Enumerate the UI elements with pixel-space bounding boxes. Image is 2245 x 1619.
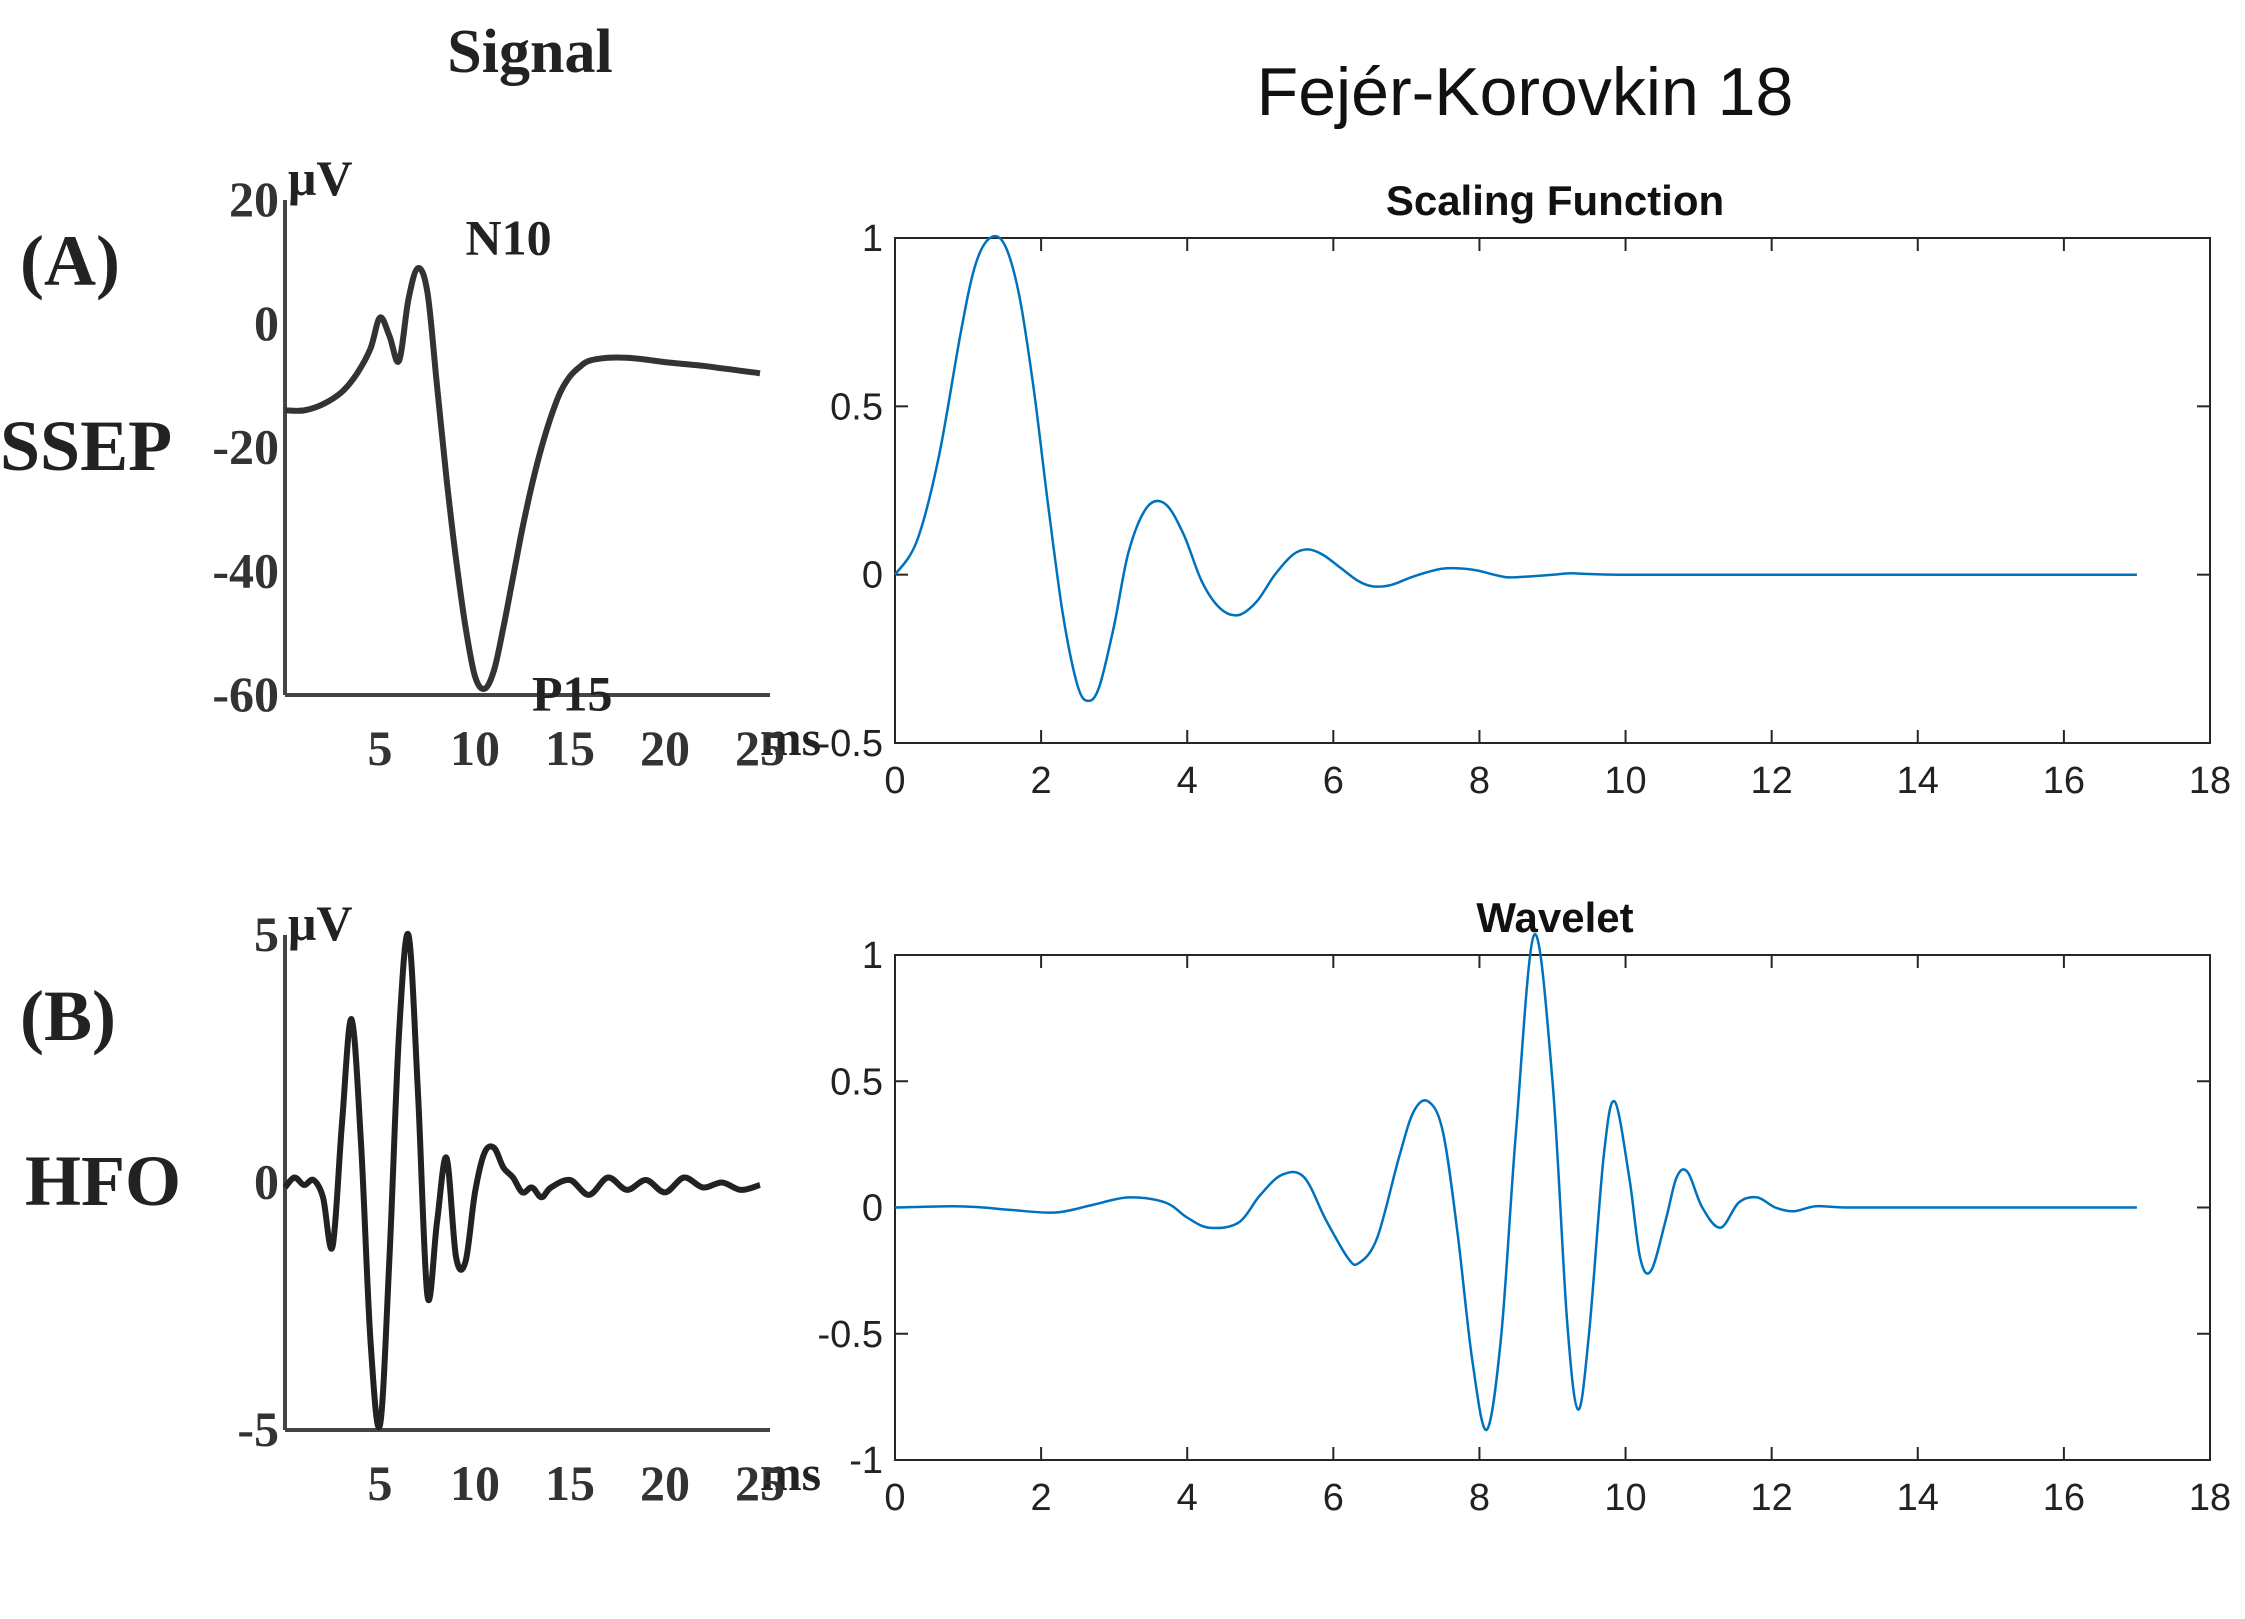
panel-name-ssep: SSEP (0, 406, 172, 486)
wv-x-tick-label: 14 (1897, 1477, 1939, 1519)
wv-x-tick-label: 4 (1177, 1477, 1198, 1519)
wavelet-line (894, 933, 2137, 1431)
wavelet-ticks: 0 2 4 6 8 10 12 14 16 18 -1 -0.5 0 0.5 1 (818, 935, 2232, 1519)
hfo-x-tick-label: 20 (640, 1455, 690, 1511)
ssep-axes (283, 200, 770, 697)
wv-x-tick-label: 18 (2189, 1477, 2231, 1519)
ssep-annotation-n10: N10 (466, 209, 552, 265)
scaling-function-chart: Scaling Function 0 2 4 6 8 10 12 14 16 18-0.500.5… (818, 177, 2232, 802)
hfo-tick-labels: 5 10 15 20 25 5 0 -5 (237, 906, 785, 1511)
wv-x-tick-label: 12 (1751, 1477, 1793, 1519)
ssep-y-tick-label: 0 (254, 295, 279, 351)
scaling-function-line (893, 234, 2137, 703)
panel-tag-b: (B) (20, 976, 116, 1056)
hfo-unit-label: μV (288, 895, 352, 951)
ssep-y-tick-label: -20 (212, 419, 279, 475)
ssep-x-tick-label: 15 (545, 720, 595, 776)
signal-column-title: Signal (447, 18, 612, 86)
sf-y-tick-label: 1 (862, 218, 883, 260)
wv-y-tick-label: 0 (862, 1188, 883, 1230)
figure-title: Fejér-Korovkin 18 (1257, 54, 1794, 130)
sf-x-tick-label: 4 (1177, 760, 1198, 802)
sf-x-tick-label: 0 (884, 760, 905, 802)
sf-y-tick-label: -0.5 (818, 723, 883, 765)
wv-y-tick-label: -1 (849, 1440, 883, 1482)
hfo-axes (283, 935, 770, 1432)
hfo-x-tick-label: 5 (368, 1455, 393, 1511)
panel-hfo: (B) HFO μV ms 5 10 15 20 25 5 0 -5 (20, 895, 821, 1511)
ssep-x-unit-label: ms (760, 710, 821, 766)
hfo-signal-line (282, 930, 761, 1431)
ssep-x-tick-label: 5 (368, 720, 393, 776)
ssep-y-tick-label: -40 (212, 542, 279, 598)
sf-x-tick-label: 18 (2189, 760, 2231, 802)
wv-y-tick-label: -0.5 (818, 1314, 883, 1356)
ssep-signal-line (284, 265, 761, 692)
scaling-function-title: Scaling Function (1386, 177, 1724, 224)
wv-x-tick-label: 6 (1323, 1477, 1344, 1519)
hfo-x-tick-label: 15 (545, 1455, 595, 1511)
wavelet-title: Wavelet (1476, 894, 1633, 941)
wv-x-tick-label: 2 (1031, 1477, 1052, 1519)
wv-x-tick-label: 16 (2043, 1477, 2085, 1519)
wv-x-tick-label: 8 (1469, 1477, 1490, 1519)
hfo-x-tick-label: 25 (735, 1455, 785, 1511)
ssep-y-tick-label: -60 (212, 666, 279, 722)
hfo-x-unit-label: ms (760, 1445, 821, 1501)
sf-y-tick-label: 0.5 (830, 386, 883, 428)
sf-x-tick-label: 10 (1604, 760, 1646, 802)
ssep-unit-label: μV (288, 150, 352, 206)
scaling-function-plot-box (894, 237, 2211, 744)
sf-x-tick-label: 8 (1469, 760, 1490, 802)
ssep-x-tick-label: 10 (450, 720, 500, 776)
ssep-x-tick-label: 20 (640, 720, 690, 776)
wv-y-tick-label: 0.5 (830, 1061, 883, 1103)
hfo-y-tick-label: 0 (254, 1154, 279, 1210)
hfo-y-tick-label: 5 (254, 906, 279, 962)
wv-y-tick-label: 1 (862, 935, 883, 977)
ssep-x-tick-label: 25 (735, 720, 785, 776)
sf-x-tick-label: 2 (1031, 760, 1052, 802)
ssep-annotations: N10 P15 (466, 209, 613, 721)
panel-tag-a: (A) (20, 221, 120, 301)
sf-x-tick-label: 6 (1323, 760, 1344, 802)
sf-x-tick-label: 12 (1751, 760, 1793, 802)
ssep-y-tick-label: 20 (229, 171, 279, 227)
wv-x-tick-label: 10 (1604, 1477, 1646, 1519)
hfo-x-tick-label: 10 (450, 1455, 500, 1511)
sf-y-tick-label: 0 (862, 555, 883, 597)
panel-ssep: (A) SSEP μV ms 5 10 15 20 25 20 0 -20 -40 -60 N10… (0, 150, 821, 776)
ssep-annotation-p15: P15 (532, 666, 613, 722)
sf-x-tick-label: 16 (2043, 760, 2085, 802)
wavelet-chart: Wavelet 0 2 4 6 8 10 12 14 16 18 -1 -0.5 0 0.5 1 (818, 894, 2232, 1519)
ssep-tick-labels: 5 10 15 20 25 20 0 -20 -40 -60 (212, 171, 785, 776)
hfo-y-tick-label: -5 (237, 1401, 279, 1457)
wv-x-tick-label: 0 (884, 1477, 905, 1519)
scaling-function-ticks: 0 2 4 6 8 10 12 14 16 18-0.500.51 (818, 218, 2232, 802)
sf-x-tick-label: 14 (1897, 760, 1939, 802)
panel-name-hfo: HFO (25, 1141, 181, 1221)
